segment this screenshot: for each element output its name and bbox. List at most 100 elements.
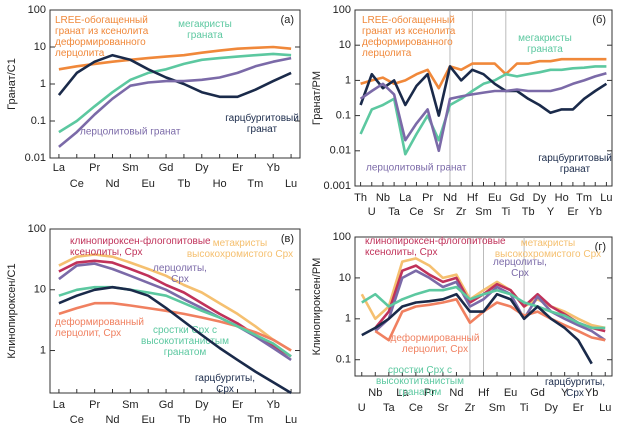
series-line: [359, 65, 608, 117]
x-tick-label: Lu: [285, 178, 297, 190]
series-label: деформированный лерцолит, Cpx: [391, 332, 480, 355]
panel-label: (в): [281, 233, 294, 245]
y-tick-label: 100: [333, 4, 351, 16]
series-line: [58, 285, 292, 395]
x-tick-label: Ce: [409, 402, 423, 414]
series-label: лерцолиты, Cpx: [153, 263, 207, 285]
x-tick-label: Lu: [285, 414, 297, 426]
series-line: [361, 292, 593, 365]
series-label: гарцбургитовый гранат: [225, 112, 299, 135]
series-label: гарцбургиты, Cpx: [195, 372, 255, 395]
y-tick-label: 0.1: [336, 354, 351, 366]
x-tick-label: Dy: [533, 192, 547, 204]
x-tick-label: La: [53, 399, 66, 411]
y-axis-title: Клинопироксен/C1: [6, 263, 18, 358]
y-tick-label: 1: [345, 313, 351, 325]
x-tick-label: Ta: [388, 206, 401, 218]
y-tick-label: 100: [28, 223, 46, 235]
y-tick-label: 0.1: [31, 115, 46, 127]
series-label: сростки Cpx с высокотитанистым гранатом: [376, 365, 464, 398]
series-line: [58, 56, 292, 148]
series-label: деформированный лерцолит, Cpx: [55, 316, 144, 339]
series-label: лерцолитовый гранат: [366, 163, 467, 174]
x-tick-label: Hf: [478, 387, 490, 399]
x-tick-label: Tm: [576, 192, 592, 204]
x-tick-label: Zr: [465, 402, 476, 414]
y-tick-label: 0.01: [330, 145, 351, 157]
x-tick-label: Sr: [437, 402, 448, 414]
series-line: [58, 45, 292, 71]
x-tick-label: Er: [232, 399, 243, 411]
series-line: [360, 57, 607, 90]
x-tick-label: Pr: [424, 387, 435, 399]
x-tick-label: Nd: [105, 414, 119, 426]
x-tick-label: Tm: [247, 178, 263, 190]
x-tick-label: La: [53, 162, 66, 174]
x-tick-label: Er: [567, 206, 578, 218]
series-label: гарцбургиты, Cpx: [545, 376, 605, 399]
x-tick-label: Er: [573, 402, 584, 414]
series-label: гарцбургитовый гранат: [538, 152, 612, 175]
y-tick-label: 10: [339, 39, 351, 51]
x-tick-label: Sm: [122, 399, 139, 411]
series-line: [58, 285, 292, 358]
x-tick-label: Dy: [195, 162, 209, 174]
x-tick-label: Pr: [89, 162, 100, 174]
series-label: мегакристы граната: [178, 19, 232, 41]
x-tick-label: Y: [547, 206, 555, 218]
series-line: [360, 257, 606, 330]
x-tick-label: Tb: [522, 206, 535, 218]
x-tick-label: La: [399, 192, 412, 204]
y-tick-label: 10: [34, 41, 46, 53]
x-tick-label: Ce: [70, 414, 84, 426]
x-tick-label: Eu: [141, 178, 154, 190]
series-line: [359, 65, 607, 156]
y-tick-label: 0.01: [25, 152, 46, 164]
x-tick-label: Gd: [159, 399, 174, 411]
plot-frame: [49, 228, 301, 394]
x-tick-label: Ti: [501, 206, 510, 218]
x-tick-label: U: [358, 402, 366, 414]
series-label: LREE-обогащенный гранат из ксенолита дефор…: [362, 14, 456, 59]
panel-label: (а): [281, 14, 294, 26]
series-label: метакристы высокохромистого Cpx: [187, 238, 293, 260]
x-tick-label: Ti: [520, 402, 529, 414]
x-tick-label: Yb: [266, 399, 279, 411]
x-tick-label: Lu: [599, 402, 611, 414]
y-tick-label: 10: [339, 272, 351, 284]
x-tick-label: Gd: [530, 387, 545, 399]
series-line: [374, 298, 606, 342]
x-tick-label: La: [396, 387, 409, 399]
x-tick-label: Ho: [213, 178, 227, 190]
y-tick-label: 100: [333, 231, 351, 243]
x-tick-label: Sm: [122, 162, 139, 174]
y-tick-label: 1: [345, 74, 351, 86]
series-label: метакристы высокохромистого Cpx: [495, 238, 601, 260]
series-line: [58, 253, 292, 352]
x-tick-label: Dy: [195, 399, 209, 411]
panel-label: (г): [595, 241, 606, 253]
x-tick-label: Nd: [105, 178, 119, 190]
series-label: клинопироксен-флогопитовые ксенолиты, Cpx: [365, 235, 506, 258]
series-label: LREE-обогащенный гранат из ксенолита дефор…: [55, 14, 149, 59]
series-line: [58, 301, 292, 352]
x-tick-label: Nd: [449, 387, 463, 399]
x-tick-label: Hf: [467, 192, 479, 204]
x-tick-label: Ce: [70, 178, 84, 190]
x-tick-label: Ce: [409, 206, 423, 218]
x-tick-label: Eu: [141, 414, 154, 426]
x-tick-label: Zr: [456, 206, 467, 218]
y-axis-title: Гранат/C1: [6, 58, 18, 110]
y-tick-label: 1: [40, 344, 46, 356]
x-tick-label: Th: [354, 192, 367, 204]
x-tick-label: Yb: [589, 206, 602, 218]
x-tick-label: Lu: [600, 192, 612, 204]
x-tick-label: Ho: [213, 414, 227, 426]
series-label: мегакристы граната: [518, 33, 572, 55]
x-tick-label: Sr: [433, 206, 444, 218]
y-tick-label: 10: [34, 284, 46, 296]
x-tick-label: Gd: [159, 162, 174, 174]
x-tick-label: Y: [561, 387, 569, 399]
x-tick-label: Yb: [585, 387, 598, 399]
